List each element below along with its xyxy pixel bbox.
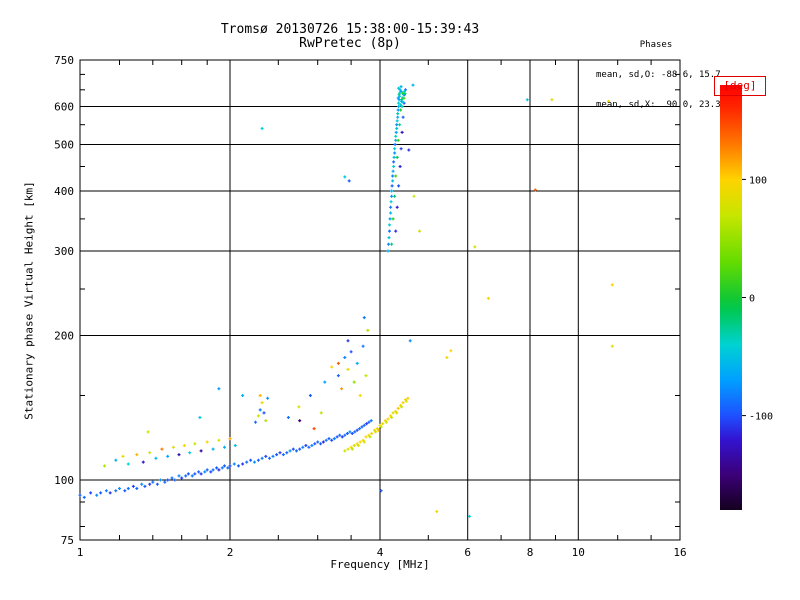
svg-text:600: 600: [54, 101, 74, 114]
svg-text:100: 100: [749, 175, 767, 186]
svg-text:2: 2: [227, 546, 234, 559]
svg-text:1: 1: [77, 546, 84, 559]
svg-text:6: 6: [464, 546, 471, 559]
svg-text:16: 16: [673, 546, 686, 559]
svg-text:8: 8: [527, 546, 534, 559]
svg-text:500: 500: [54, 139, 74, 152]
svg-text:-100: -100: [749, 412, 773, 423]
phase-stats-header: Phases: [639, 40, 673, 50]
colorbar-unit-badge: [deg]: [714, 76, 766, 96]
svg-text:200: 200: [54, 330, 74, 343]
svg-text:750: 750: [54, 54, 74, 67]
svg-text:10: 10: [572, 546, 585, 559]
phase-stats: Phases mean, sd,O: -88.6, 15.7 mean, sd,…: [596, 20, 721, 130]
svg-text:300: 300: [54, 245, 74, 258]
svg-text:400: 400: [54, 185, 74, 198]
svg-text:0: 0: [749, 294, 755, 305]
svg-text:4: 4: [377, 546, 384, 559]
plot-subtitle: RwPretec (8p): [299, 36, 401, 51]
plot-title: Tromsø 20130726 15:38:00-15:39:43: [220, 22, 480, 37]
phase-stats-x-mode: mean, sd,X: 90.0, 23.3: [596, 100, 721, 110]
svg-text:75: 75: [61, 534, 74, 547]
phase-stats-o-mode: mean, sd,O: -88.6, 15.7: [596, 70, 721, 80]
svg-text:100: 100: [54, 474, 74, 487]
y-axis-label: Stationary phase Virtual Height [km]: [22, 181, 36, 420]
x-axis-label: Frequency [MHz]: [330, 558, 430, 571]
